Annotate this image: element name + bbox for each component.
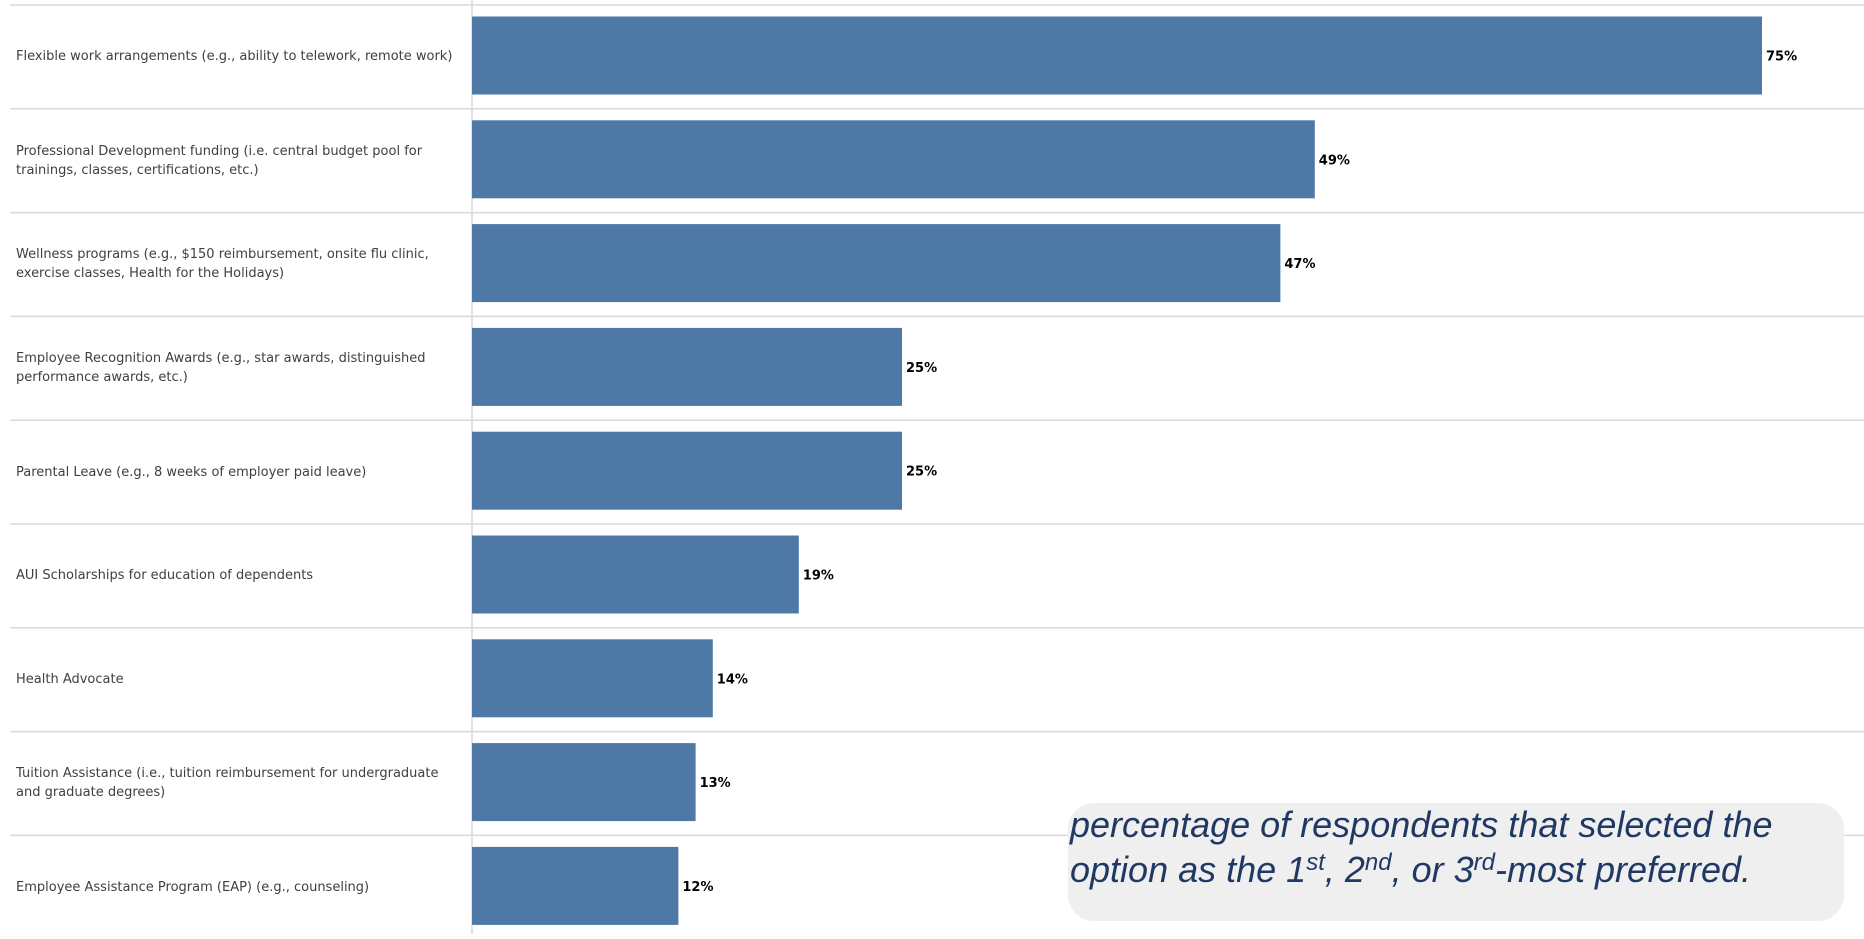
callout-line1: percentage of respondents that selected … [1070,804,1773,845]
callout-sep-2: , or 3 [1391,849,1474,890]
bar [472,846,679,925]
value-label: 25% [906,361,937,376]
category-label: Tuition Assistance (i.e., tuition reimbu… [16,766,439,801]
callout-line2-start: option as the 1 [1070,849,1307,890]
value-label: 75% [1766,50,1797,65]
category-label: AUI Scholarships for education of depend… [16,568,314,584]
bar [472,639,713,718]
value-label: 13% [700,776,731,791]
value-label: 25% [906,465,937,480]
category-label: Flexible work arrangements (e.g., abilit… [16,49,453,65]
bar [472,224,1281,303]
value-label: 19% [803,569,834,584]
bar [472,535,799,614]
category-label: Health Advocate [16,672,124,688]
callout-sup-3: rd [1473,849,1495,876]
value-label: 47% [1284,257,1315,272]
category-label: Employee Recognition Awards (e.g., star … [16,351,426,386]
value-label: 14% [717,672,748,687]
bar [472,327,902,406]
callout-sup-1: st [1306,849,1325,876]
callout-sup-2: nd [1364,849,1392,876]
bar [472,431,902,510]
bar [472,743,696,822]
value-label: 49% [1319,153,1350,168]
callout-text: percentage of respondents that selected … [1070,802,1850,892]
value-label: 12% [682,880,713,895]
bar [472,16,1762,95]
callout-line2-end: -most preferred. [1494,849,1752,890]
bar [472,120,1315,199]
callout-sep-1: , 2 [1324,849,1365,890]
category-label: Wellness programs (e.g., $150 reimbursem… [16,247,429,282]
category-label: Professional Development funding (i.e. c… [16,143,423,178]
category-label: Parental Leave (e.g., 8 weeks of employe… [16,464,367,480]
callout-box [1068,803,1844,921]
category-label: Employee Assistance Program (EAP) (e.g.,… [16,879,370,895]
